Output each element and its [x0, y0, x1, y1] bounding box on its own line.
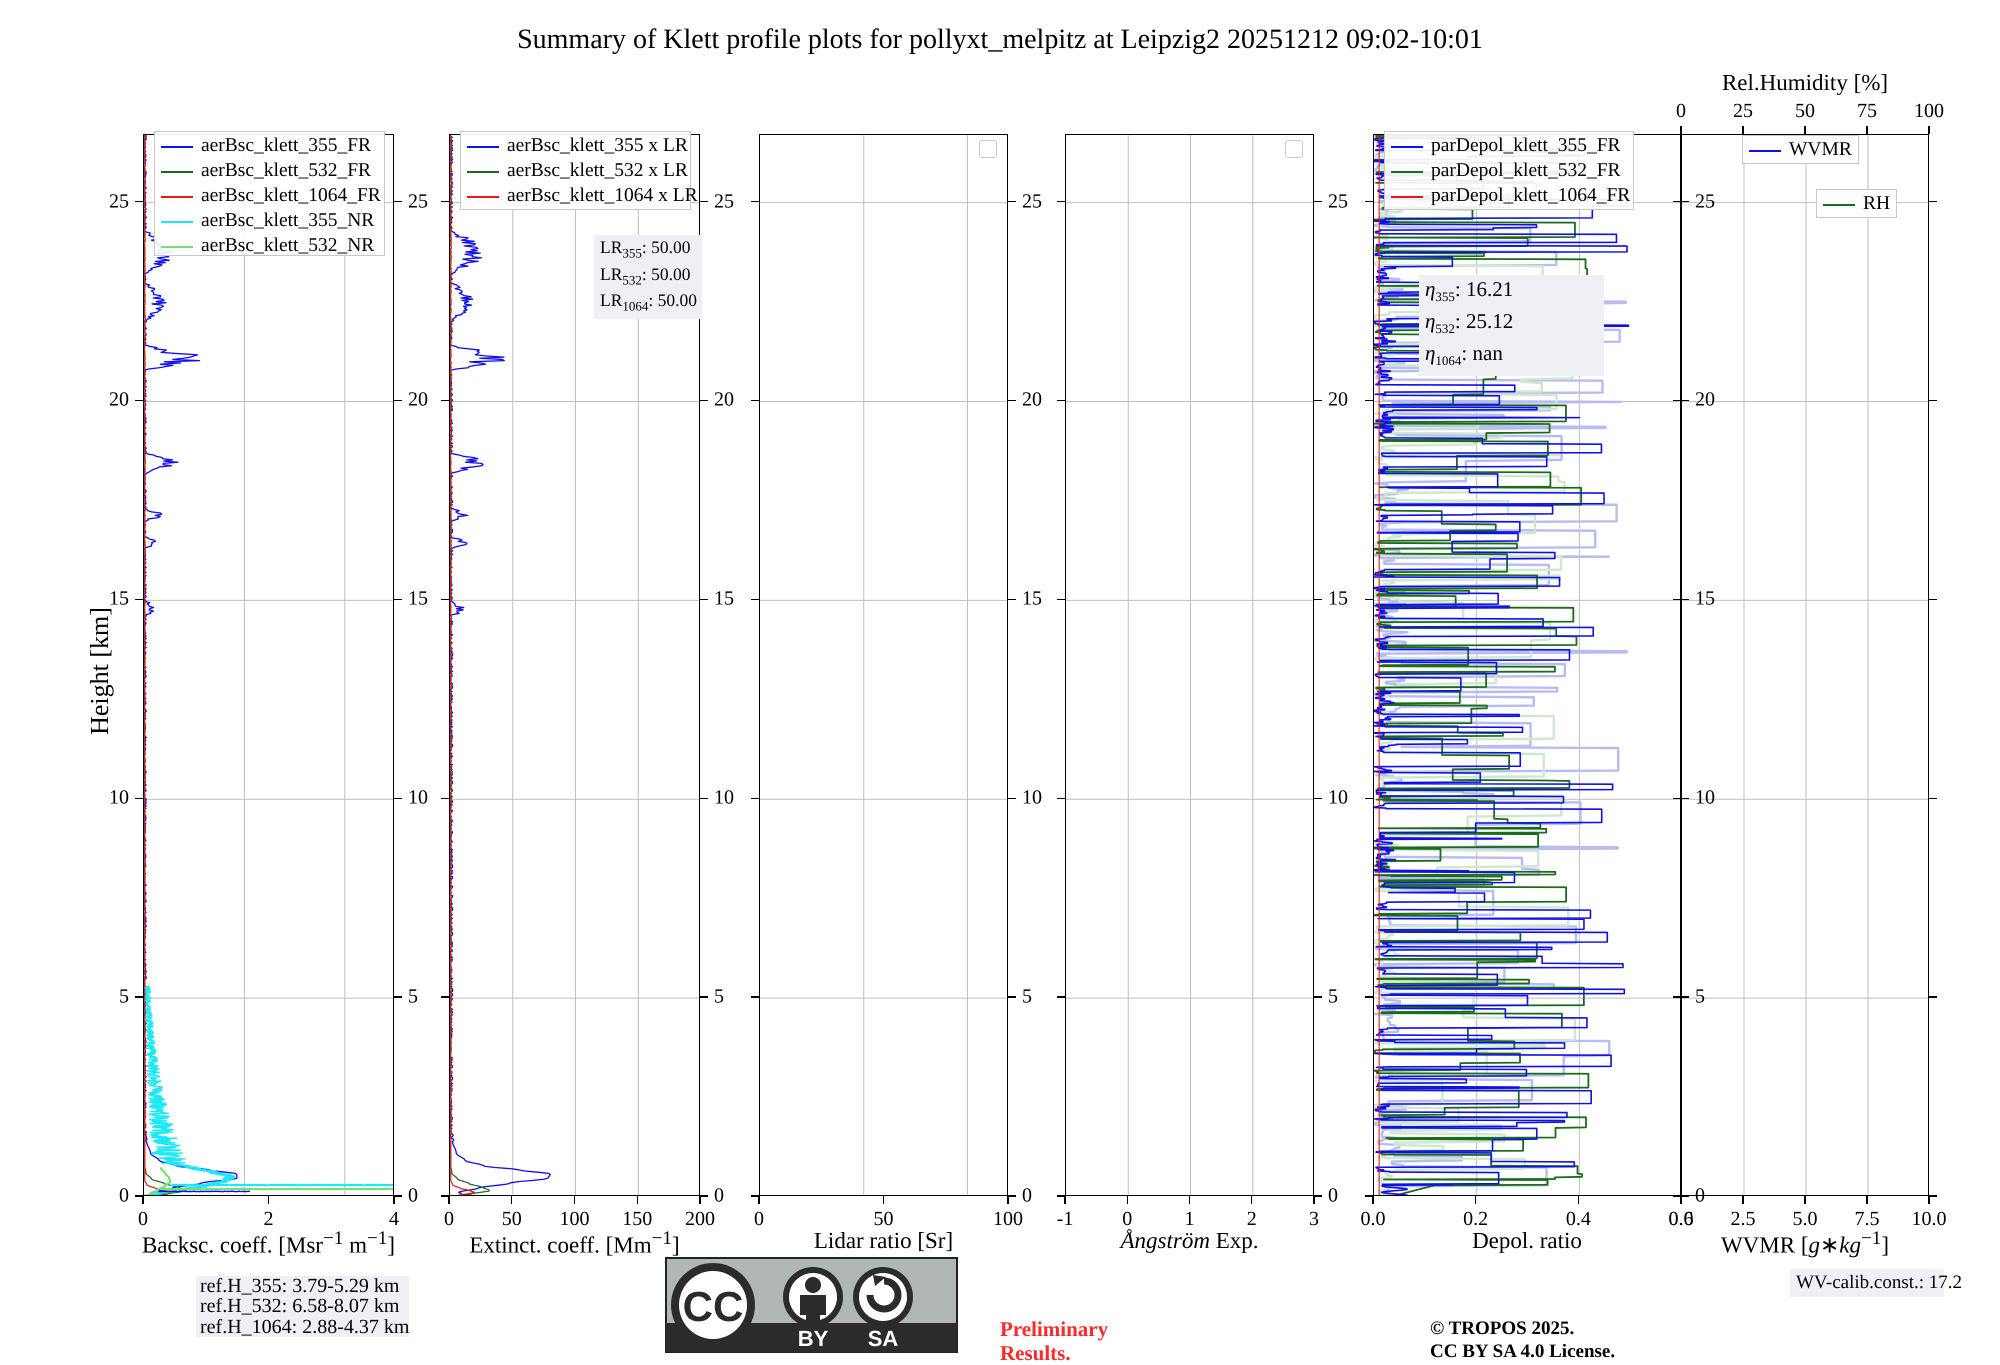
svg-text:SA: SA — [868, 1326, 899, 1351]
svg-text:CC: CC — [683, 1283, 744, 1330]
svg-text:BY: BY — [798, 1326, 829, 1351]
